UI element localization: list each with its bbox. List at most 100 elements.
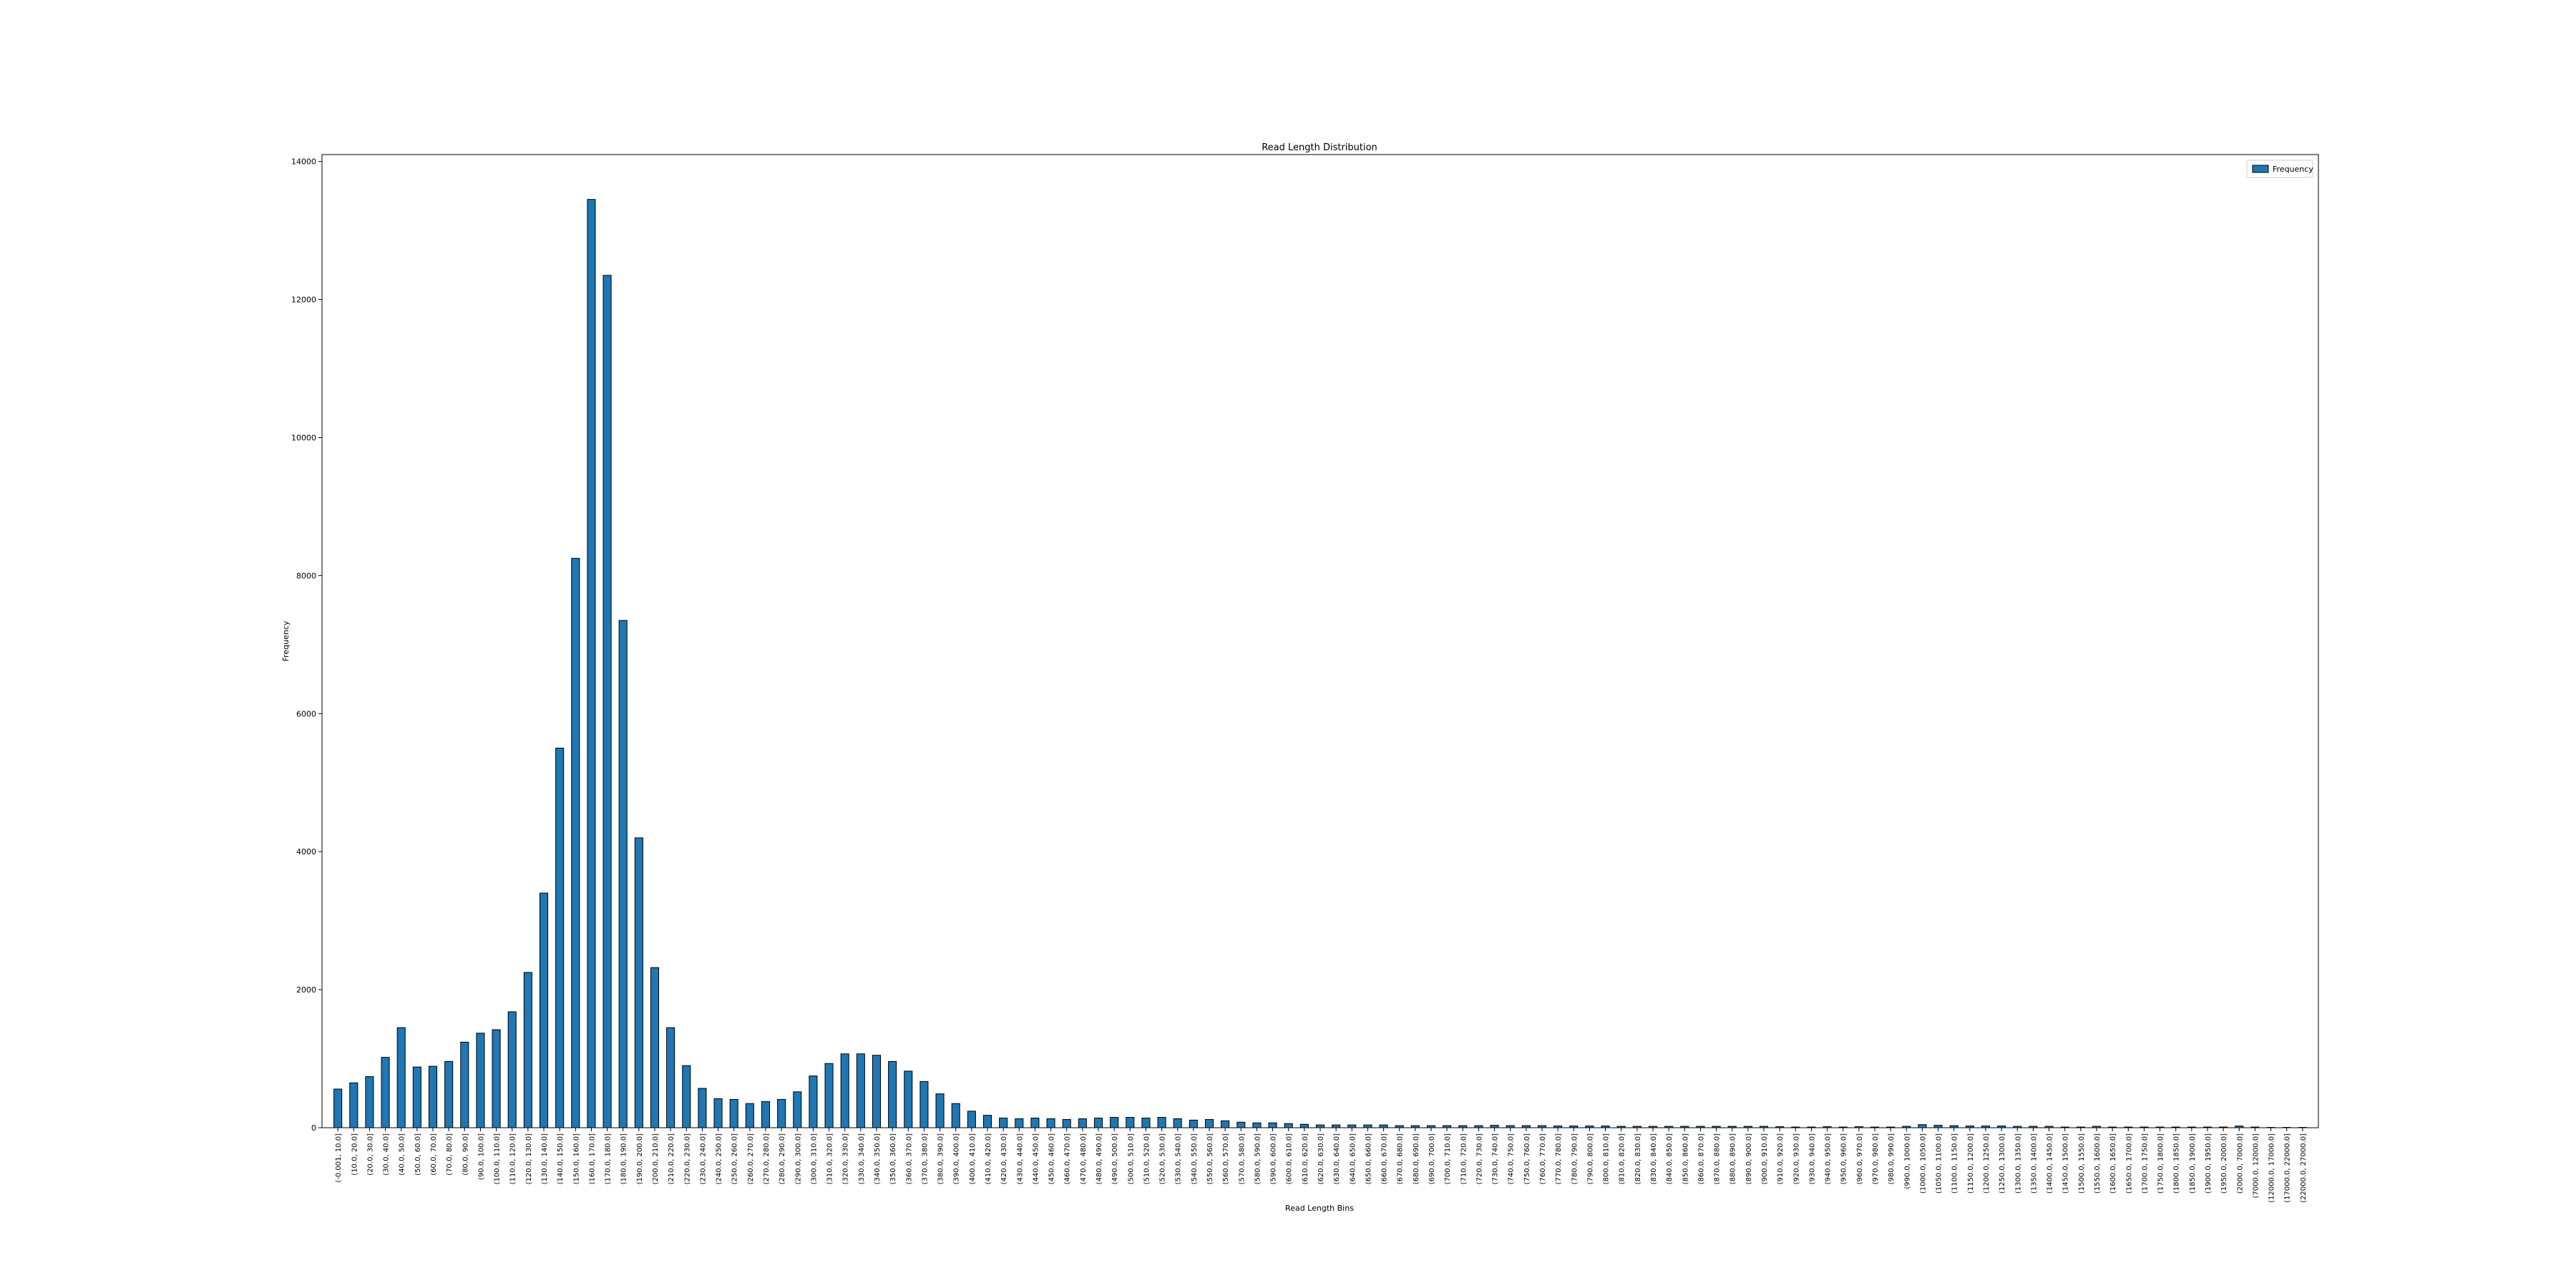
bar: [1332, 1124, 1341, 1128]
x-tick-label: (730.0, 740.0]: [1492, 1133, 1500, 1185]
legend-box: [2246, 160, 2313, 178]
y-tick-label: 14000: [291, 157, 316, 167]
bar: [919, 1080, 929, 1128]
x-tick-label: (1300.0, 1350.0]: [2014, 1133, 2022, 1194]
x-tick-label: (50.0, 60.0]: [414, 1133, 422, 1176]
bar: [444, 1060, 454, 1128]
x-tick-label: (810.0, 820.0]: [1619, 1133, 1626, 1185]
bar: [618, 620, 628, 1128]
bars-group: [333, 199, 2307, 1128]
bar: [824, 1063, 834, 1128]
x-tick-label: (1000.0, 1050.0]: [1919, 1133, 1927, 1194]
x-tick-label: (510.0, 520.0]: [1143, 1133, 1151, 1185]
x-tick-label: (910.0, 920.0]: [1777, 1133, 1785, 1185]
bar: [428, 1065, 438, 1128]
x-tick-label: (1950.0, 2000.0]: [2220, 1133, 2228, 1194]
x-tick-label: (-0.001, 10.0]: [335, 1133, 343, 1183]
bar: [349, 1082, 358, 1128]
x-tick-label: (890.0, 900.0]: [1745, 1133, 1753, 1185]
bar: [999, 1117, 1008, 1128]
chart-title: Read Length Distribution: [1262, 142, 1377, 153]
x-tick-label: (190.0, 200.0]: [636, 1133, 644, 1185]
x-tick-label: (770.0, 780.0]: [1555, 1133, 1563, 1185]
x-tick-label: (420.0, 430.0]: [1000, 1133, 1008, 1185]
bar: [793, 1091, 802, 1128]
bar: [951, 1103, 960, 1128]
x-tick-label: (140.0, 150.0]: [557, 1133, 565, 1185]
y-axis-label: Frequency: [281, 620, 291, 661]
bar: [761, 1101, 771, 1128]
legend-label: Frequency: [2273, 165, 2313, 174]
x-tick-label: (690.0, 700.0]: [1428, 1133, 1436, 1185]
x-tick-label: (950.0, 960.0]: [1840, 1133, 1848, 1185]
x-tick-label: (990.0, 1000.0]: [1903, 1133, 1911, 1189]
x-tick-label: (17000.0, 22000.0]: [2284, 1133, 2292, 1203]
x-tick-label: (1250.0, 1300.0]: [1999, 1133, 2006, 1194]
bar: [1126, 1117, 1135, 1128]
x-tick-label: (840.0, 850.0]: [1666, 1133, 1674, 1185]
x-tick-label: (90.0, 100.0]: [477, 1133, 485, 1180]
x-tick-label: (220.0, 230.0]: [683, 1133, 691, 1185]
legend: Frequency: [2246, 160, 2313, 178]
bar: [729, 1098, 738, 1128]
bar: [365, 1076, 374, 1128]
bar: [396, 1027, 406, 1128]
x-tick-label: (1800.0, 1850.0]: [2173, 1133, 2181, 1194]
x-tick-label: (940.0, 950.0]: [1825, 1133, 1833, 1185]
bar: [1078, 1118, 1087, 1128]
bar: [1173, 1118, 1182, 1128]
x-tick-label: (300.0, 310.0]: [810, 1133, 818, 1185]
x-tick-label: (930.0, 940.0]: [1808, 1133, 1816, 1185]
x-tick-label: (500.0, 510.0]: [1127, 1133, 1135, 1185]
x-tick-label: (240.0, 250.0]: [716, 1133, 723, 1185]
x-tick-label: (1400.0, 1450.0]: [2046, 1133, 2054, 1194]
bar: [539, 892, 549, 1128]
y-axis: 0 2000 4000 6000 8000 10000 12000 14000: [291, 157, 322, 1133]
x-tick-label: (200.0, 210.0]: [652, 1133, 660, 1185]
x-tick-label: (760.0, 770.0]: [1539, 1133, 1547, 1185]
bar: [840, 1053, 849, 1128]
x-tick-label: (620.0, 630.0]: [1317, 1133, 1325, 1185]
x-tick-label: (250.0, 260.0]: [731, 1133, 739, 1185]
x-tick-label: (260.0, 270.0]: [747, 1133, 755, 1185]
x-tick-label: (60.0, 70.0]: [430, 1133, 438, 1176]
x-tick-label: (590.0, 600.0]: [1270, 1133, 1278, 1185]
x-tick-label: (1050.0, 1100.0]: [1936, 1133, 1943, 1194]
bar: [713, 1098, 723, 1128]
bar: [1204, 1118, 1214, 1128]
x-tick-label: (980.0, 990.0]: [1888, 1133, 1896, 1185]
x-tick-label: (1500.0, 1550.0]: [2078, 1133, 2086, 1194]
bar: [1157, 1117, 1166, 1128]
x-tick-label: (100.0, 110.0]: [494, 1133, 502, 1185]
bar: [1062, 1118, 1071, 1128]
x-tick-label: (720.0, 730.0]: [1475, 1133, 1483, 1185]
bar: [1933, 1125, 1943, 1128]
bar: [1379, 1124, 1388, 1128]
x-tick-label: (970.0, 980.0]: [1872, 1133, 1880, 1185]
x-tick-label: (280.0, 290.0]: [779, 1133, 786, 1185]
x-axis-label: Read Length Bins: [1285, 1204, 1354, 1213]
x-tick-label: (150.0, 160.0]: [572, 1133, 580, 1185]
x-tick-label: (410.0, 420.0]: [985, 1133, 992, 1185]
x-tick-label: (12000.0, 17000.0]: [2268, 1133, 2276, 1203]
bar: [507, 1011, 517, 1128]
x-tick-label: (580.0, 590.0]: [1254, 1133, 1262, 1185]
x-tick-label: (230.0, 240.0]: [699, 1133, 707, 1185]
x-tick-label: (170.0, 180.0]: [605, 1133, 613, 1185]
x-tick-label: (670.0, 680.0]: [1397, 1133, 1405, 1185]
x-tick-label: (120.0, 130.0]: [525, 1133, 533, 1185]
y-tick-label: 8000: [296, 571, 316, 580]
bar: [935, 1093, 945, 1128]
x-tick-label: (110.0, 120.0]: [509, 1133, 517, 1185]
bar: [745, 1103, 754, 1128]
x-tick-label: (310.0, 320.0]: [826, 1133, 834, 1185]
x-tick-label: (880.0, 890.0]: [1729, 1133, 1737, 1185]
bar: [682, 1065, 691, 1128]
bar: [1363, 1124, 1372, 1128]
bar: [412, 1066, 421, 1128]
x-tick-label: (550.0, 560.0]: [1206, 1133, 1214, 1185]
x-tick-label: (320.0, 330.0]: [842, 1133, 850, 1185]
x-tick-label: (490.0, 500.0]: [1111, 1133, 1119, 1185]
bar: [856, 1053, 865, 1128]
